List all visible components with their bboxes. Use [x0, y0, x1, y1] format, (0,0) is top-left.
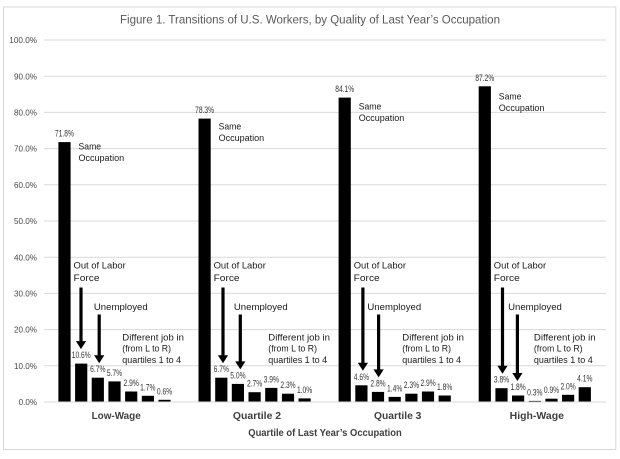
svg-text:Different job in: Different job in — [534, 332, 596, 343]
svg-text:100.0%: 100.0% — [9, 35, 37, 45]
svg-text:Force: Force — [214, 273, 240, 284]
svg-text:quartiles 1 to 4: quartiles 1 to 4 — [268, 355, 327, 366]
svg-text:5.7%: 5.7% — [107, 368, 122, 378]
svg-text:0.9%: 0.9% — [544, 385, 559, 395]
svg-text:20.0%: 20.0% — [14, 325, 37, 335]
svg-text:Different job in: Different job in — [268, 332, 330, 343]
svg-text:30.0%: 30.0% — [14, 289, 37, 299]
svg-text:0.0%: 0.0% — [19, 397, 38, 407]
svg-text:quartiles 1 to 4: quartiles 1 to 4 — [402, 355, 461, 366]
svg-text:Quartile 2: Quartile 2 — [233, 411, 282, 422]
svg-text:quartiles 1 to 4: quartiles 1 to 4 — [122, 355, 181, 366]
svg-text:10.0%: 10.0% — [14, 361, 37, 371]
svg-text:Out of Labor: Out of Labor — [494, 261, 547, 272]
svg-text:Low-Wage: Low-Wage — [92, 411, 142, 422]
svg-text:90.0%: 90.0% — [14, 71, 37, 81]
svg-text:40.0%: 40.0% — [14, 252, 37, 262]
svg-text:Out of Labor: Out of Labor — [214, 261, 267, 272]
svg-text:1.8%: 1.8% — [510, 382, 525, 392]
svg-text:10.6%: 10.6% — [72, 350, 91, 360]
svg-text:Occupation: Occupation — [499, 103, 545, 114]
svg-text:2.0%: 2.0% — [560, 381, 575, 391]
svg-text:Quartile of Last Year’s Occupa: Quartile of Last Year’s Occupation — [248, 428, 402, 439]
svg-text:Out of Labor: Out of Labor — [74, 261, 127, 272]
svg-text:Same: Same — [219, 121, 242, 132]
svg-text:71.8%: 71.8% — [55, 129, 74, 139]
svg-text:Occupation: Occupation — [79, 153, 125, 164]
svg-text:Occupation: Occupation — [359, 113, 405, 124]
svg-text:2.9%: 2.9% — [124, 378, 139, 388]
svg-text:6.7%: 6.7% — [90, 364, 105, 374]
svg-text:Unemployed: Unemployed — [94, 302, 148, 313]
svg-text:4.6%: 4.6% — [354, 372, 369, 382]
svg-text:2.3%: 2.3% — [404, 380, 419, 390]
svg-text:6.7%: 6.7% — [214, 364, 229, 374]
svg-text:(from L to R): (from L to R) — [268, 344, 317, 355]
svg-text:(from L to R): (from L to R) — [534, 344, 583, 355]
svg-text:87.2%: 87.2% — [475, 73, 494, 83]
svg-text:0.3%: 0.3% — [527, 387, 542, 397]
svg-text:Unemployed: Unemployed — [508, 302, 562, 313]
svg-text:78.3%: 78.3% — [195, 105, 214, 115]
svg-text:quartiles 1 to 4: quartiles 1 to 4 — [534, 355, 593, 366]
svg-text:1.7%: 1.7% — [140, 382, 155, 392]
svg-text:3.9%: 3.9% — [264, 374, 279, 384]
svg-text:84.1%: 84.1% — [335, 84, 354, 94]
svg-text:1.0%: 1.0% — [297, 385, 312, 395]
svg-text:Force: Force — [74, 273, 100, 284]
svg-text:1.8%: 1.8% — [437, 382, 452, 392]
svg-text:2.3%: 2.3% — [280, 380, 295, 390]
svg-text:Different job in: Different job in — [122, 332, 184, 343]
svg-text:5.0%: 5.0% — [230, 370, 245, 380]
svg-text:(from L to R): (from L to R) — [402, 344, 451, 355]
svg-text:Force: Force — [494, 273, 520, 284]
svg-text:Different job in: Different job in — [402, 332, 464, 343]
svg-text:High-Wage: High-Wage — [510, 411, 565, 422]
svg-text:Same: Same — [79, 142, 102, 153]
svg-text:50.0%: 50.0% — [14, 216, 37, 226]
svg-text:Same: Same — [359, 102, 382, 113]
svg-text:60.0%: 60.0% — [14, 180, 37, 190]
svg-text:Quartile 3: Quartile 3 — [374, 411, 422, 422]
svg-text:Same: Same — [499, 92, 522, 103]
svg-text:(from L to R): (from L to R) — [122, 344, 171, 355]
svg-text:0.6%: 0.6% — [157, 386, 172, 396]
svg-text:Out of Labor: Out of Labor — [354, 261, 407, 272]
svg-text:Figure 1. Transitions of U.S.: Figure 1. Transitions of U.S. Workers, b… — [120, 13, 500, 27]
svg-text:Unemployed: Unemployed — [367, 302, 421, 313]
svg-text:2.9%: 2.9% — [420, 378, 435, 388]
svg-text:Force: Force — [354, 273, 380, 284]
svg-text:2.7%: 2.7% — [247, 379, 262, 389]
svg-text:70.0%: 70.0% — [14, 144, 37, 154]
svg-text:1.4%: 1.4% — [387, 383, 402, 393]
svg-text:2.8%: 2.8% — [370, 378, 385, 388]
svg-text:80.0%: 80.0% — [14, 108, 37, 118]
svg-text:3.8%: 3.8% — [494, 375, 509, 385]
svg-text:Occupation: Occupation — [219, 133, 265, 144]
svg-text:4.1%: 4.1% — [577, 374, 592, 384]
svg-text:Unemployed: Unemployed — [234, 302, 288, 313]
